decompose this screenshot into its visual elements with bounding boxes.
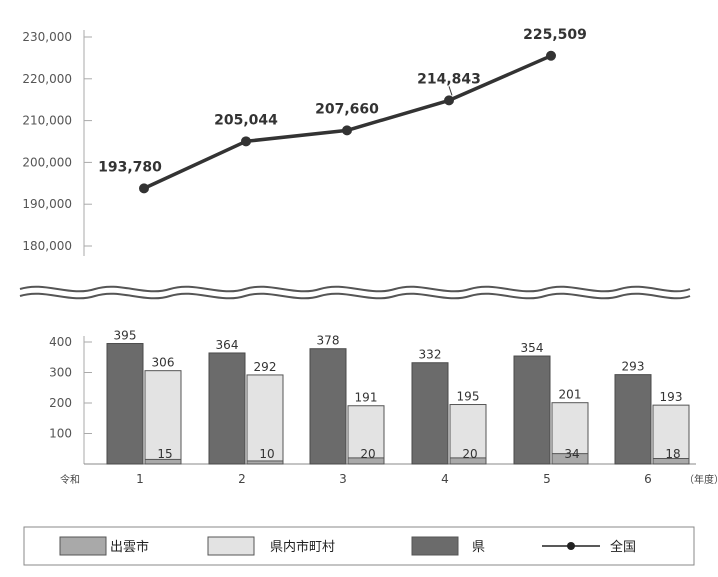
line-data-label: 205,044 <box>214 112 278 128</box>
line-series-national <box>143 54 552 190</box>
bar-izumo-label: 15 <box>157 447 172 461</box>
bar-y-tick-label: 100 <box>49 427 72 441</box>
bar-prefecture <box>411 362 449 465</box>
line-point <box>546 50 556 61</box>
line-data-label: 207,660 <box>315 101 379 117</box>
bar-izumo-label: 20 <box>462 447 477 461</box>
line-label-leader <box>448 86 453 96</box>
line-y-tick-label: 180,000 <box>22 239 72 253</box>
line-y-tick-label: 210,000 <box>22 114 72 128</box>
line-y-tick-label: 220,000 <box>22 72 72 86</box>
line-data-label: 193,780 <box>98 159 162 175</box>
bar-municipalities-label: 292 <box>254 360 277 374</box>
bar-prefecture <box>309 348 347 465</box>
bar-prefecture-label: 364 <box>216 338 239 352</box>
bar-izumo <box>652 458 690 465</box>
legend-marker <box>567 542 575 550</box>
bar-municipalities-label: 195 <box>457 390 480 404</box>
line-data-label: 225,509 <box>523 27 587 43</box>
bar-municipalities <box>347 405 385 465</box>
bar-municipalities-label: 191 <box>355 391 378 405</box>
bar-izumo <box>449 457 487 465</box>
bar-municipalities-label: 306 <box>152 356 175 370</box>
legend-label: 県 <box>472 540 485 555</box>
bar-prefecture <box>614 374 652 465</box>
legend-swatch <box>59 536 107 556</box>
bar-prefecture-label: 293 <box>622 360 645 374</box>
bar-izumo-label: 18 <box>665 447 680 461</box>
bar-prefecture-label: 354 <box>521 341 544 355</box>
x-tick-label: 1 <box>136 472 144 486</box>
bar-izumo <box>246 460 284 465</box>
bar-municipalities <box>246 374 284 465</box>
bar-izumo <box>551 453 589 465</box>
bar-y-tick-label: 200 <box>49 396 72 410</box>
bar-municipalities-label: 193 <box>660 390 683 404</box>
line-data-label: 214,843 <box>417 71 481 87</box>
line-point <box>342 125 352 136</box>
axis-break-wave <box>19 285 691 293</box>
legend-swatch <box>207 536 255 556</box>
bar-y-tick-label: 400 <box>49 335 72 349</box>
bar-prefecture-label: 395 <box>114 329 137 343</box>
bar-prefecture <box>513 355 551 465</box>
line-panel: 180,000 190,000 200,000 210,000 220,000 230,0… <box>22 27 587 256</box>
line-y-tick-label: 230,000 <box>22 30 72 44</box>
axis-break <box>19 285 691 300</box>
legend: 出雲市 県内市町村 県 全国 <box>23 526 695 566</box>
legend-swatch <box>411 536 459 556</box>
bar-prefecture-label: 332 <box>419 348 442 362</box>
bar-izumo-label: 34 <box>564 447 579 461</box>
line-point <box>444 95 454 106</box>
x-tick-label: 6 <box>644 472 652 486</box>
legend-frame <box>23 526 695 566</box>
x-tick-label: 4 <box>441 472 449 486</box>
unit-label: （年度） <box>684 473 718 486</box>
bar-izumo <box>347 457 385 465</box>
x-tick-label: 5 <box>543 472 551 486</box>
x-tick-label: 2 <box>238 472 246 486</box>
legend-label: 全国 <box>610 539 636 555</box>
bar-izumo-label: 20 <box>360 447 375 461</box>
line-point <box>241 136 251 147</box>
bar-prefecture-label: 378 <box>317 334 340 348</box>
bar-prefecture <box>106 343 144 465</box>
legend-label: 出雲市 <box>110 539 149 555</box>
bar-izumo <box>144 458 182 465</box>
line-point <box>139 183 149 194</box>
line-y-tick-label: 200,000 <box>22 155 72 169</box>
era-label: 令和 <box>60 473 80 486</box>
bar-izumo-label: 10 <box>259 447 274 461</box>
bar-municipalities <box>652 404 690 465</box>
bar-municipalities-label: 201 <box>559 388 582 402</box>
legend-label: 県内市町村 <box>270 539 335 555</box>
bar-y-tick-label: 300 <box>49 366 72 380</box>
line-y-tick-label: 190,000 <box>22 197 72 211</box>
bar-prefecture <box>208 352 246 465</box>
x-tick-label: 3 <box>339 472 347 486</box>
axis-break-wave <box>19 292 691 300</box>
bar-municipalities <box>144 370 182 465</box>
